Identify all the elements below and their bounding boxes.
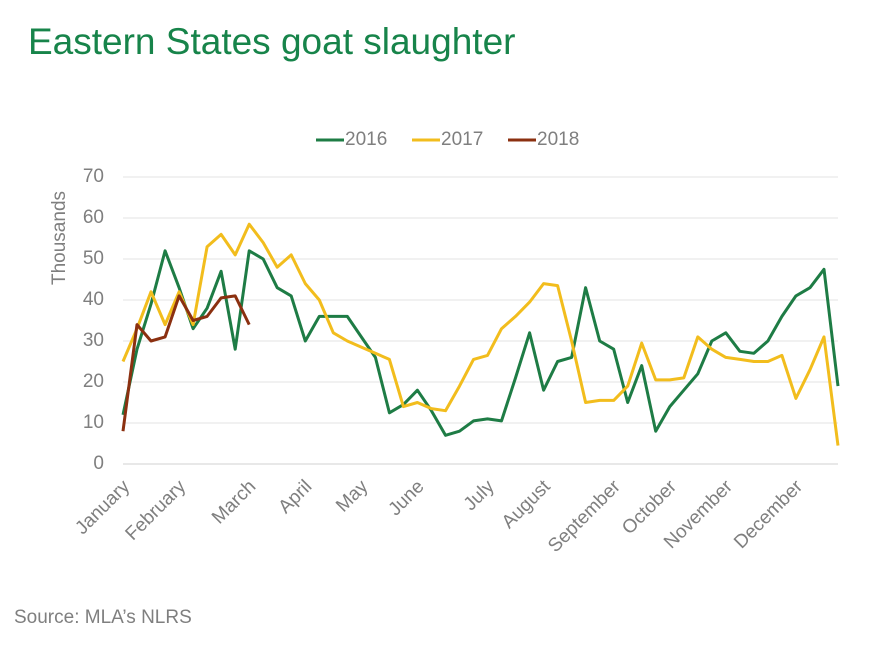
x-tick-label: June — [385, 476, 429, 520]
x-tick-label: August — [498, 476, 555, 533]
line-2017 — [121, 222, 840, 446]
line-2018 — [121, 294, 251, 432]
x-tick-label: September — [544, 476, 625, 557]
x-tick-label: December — [730, 476, 807, 553]
x-tick-label: July — [460, 476, 499, 515]
chart-title: Eastern States goat slaughter — [28, 21, 515, 62]
y-tick-label: 60 — [83, 207, 104, 228]
y-axis-label: Thousands — [49, 191, 70, 285]
y-tick-label: 10 — [83, 412, 104, 433]
legend-label: 2016 — [345, 129, 387, 150]
x-tick-label: April — [275, 476, 317, 518]
y-tick-label: 30 — [83, 330, 104, 351]
source: Source: MLA’s NLRS — [14, 607, 192, 628]
line-2016 — [121, 249, 840, 437]
y-tick-label: 40 — [83, 289, 104, 310]
x-tick-label: February — [122, 476, 191, 545]
legend-label: 2018 — [537, 129, 579, 150]
y-tick-label: 50 — [83, 248, 104, 269]
y-tick-label: 0 — [93, 453, 104, 474]
legend-label: 2017 — [441, 129, 483, 150]
x-tick-label: May — [332, 476, 373, 517]
y-tick-label: 70 — [83, 166, 104, 187]
y-tick-label: 20 — [83, 371, 104, 392]
x-tick-label: March — [208, 476, 260, 528]
